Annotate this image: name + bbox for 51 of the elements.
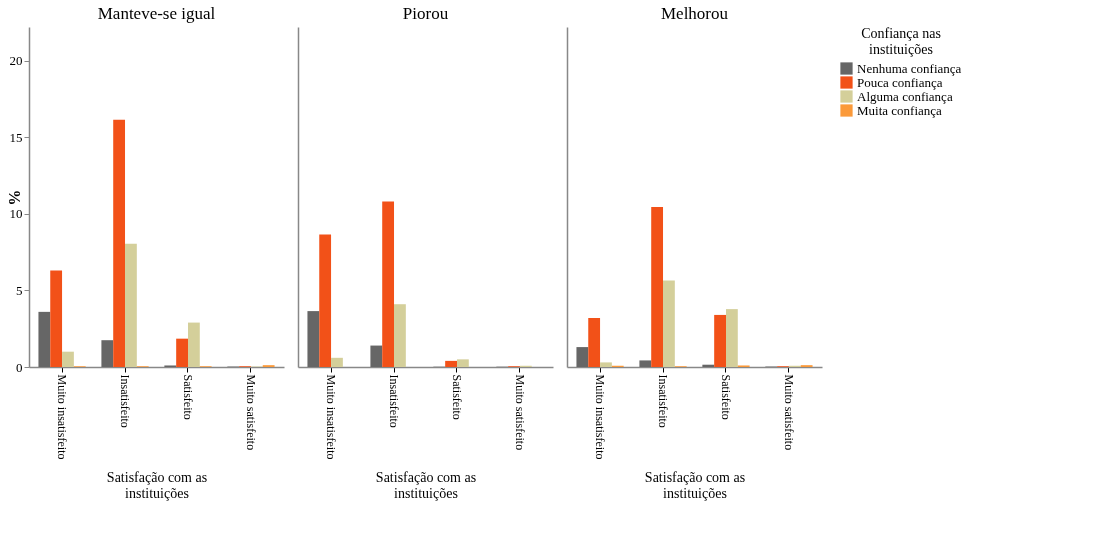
y-tick-label: 5 [16,282,23,298]
bar [394,304,406,367]
bar [113,119,126,367]
legend-label: Pouca confiança [857,74,943,90]
bar [187,322,200,367]
x-tick-label: Muito insatisfeito [55,374,70,460]
x-tick-label: Satisfeito [180,374,195,420]
chart-title: Manteve-se igual [97,4,216,23]
x-tick-label: Satisfeito [718,374,733,420]
bar [445,360,457,367]
x-tick-label: Muito satisfeito [781,374,796,451]
bar [176,338,188,367]
x-tick-label: Muito insatisfeito [324,374,339,460]
x-tick-label: Satisfeito [449,374,464,420]
bar [651,206,664,367]
bar [576,347,589,367]
bar [307,311,320,367]
y-axis-title: % [5,189,23,206]
x-axis-title: Satisfação com as instituições [644,470,746,502]
bar [370,345,383,367]
bar [588,317,601,367]
bar [456,359,469,367]
bar [639,360,652,367]
x-tick-label: Insatisfeito [656,374,671,428]
bar [50,270,63,367]
x-axis-title: Satisfação com as instituições [375,470,477,502]
x-tick-label: Muito insatisfeito [593,374,608,460]
y-tick-label: 20 [9,53,23,69]
bar [725,309,738,367]
legend-title: Confiança nas instituições [861,26,941,57]
y-tick-label: 0 [16,359,23,375]
y-tick-label: 15 [9,129,23,145]
x-tick-label: Insatisfeito [118,374,133,428]
bar [600,362,612,367]
bar [319,234,332,367]
bar [382,201,395,367]
bar [331,357,343,367]
x-axis-title: Satisfação com as instituições [106,470,208,502]
x-tick-label: Muito satisfeito [243,374,258,451]
bar [38,311,51,367]
bar [101,340,114,367]
x-tick-label: Muito satisfeito [512,374,527,451]
bar [714,314,726,367]
y-tick-label: 10 [9,206,23,222]
chart-title: Melhorou [660,4,729,23]
legend-label: Nenhuma confiança [857,60,962,76]
bar [125,243,137,367]
bar [62,351,74,367]
bar [663,280,675,367]
chart-title: Piorou [402,4,449,23]
x-tick-label: Insatisfeito [387,374,402,428]
